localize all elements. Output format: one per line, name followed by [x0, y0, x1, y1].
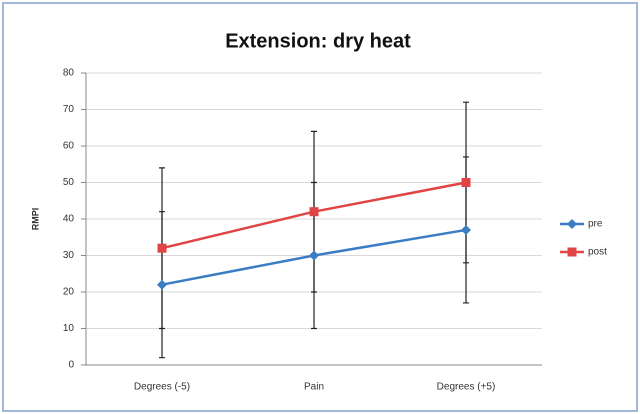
y-tick-label: 70: [63, 104, 75, 115]
y-tick-label: 60: [63, 141, 75, 152]
data-point: [157, 243, 167, 253]
legend-label: pre: [588, 219, 603, 230]
data-point: [309, 250, 319, 261]
data-point: [461, 178, 471, 187]
y-axis-label: RMPI: [30, 208, 40, 231]
y-tick-label: 80: [63, 68, 75, 79]
y-tick-label: 0: [68, 360, 74, 371]
y-tick-label: 30: [63, 250, 75, 261]
y-tick-label: 20: [63, 287, 75, 298]
legend-label: post: [588, 247, 607, 258]
data-point: [157, 279, 167, 290]
legend-marker: [567, 247, 577, 257]
x-tick-label: Degrees (+5): [437, 382, 496, 393]
x-tick-label: Degrees (-5): [134, 382, 190, 393]
chart-title: Extension: dry heat: [225, 30, 411, 52]
y-tick-label: 10: [63, 323, 75, 334]
y-tick-label: 50: [63, 177, 75, 188]
data-point: [461, 224, 471, 235]
legend-marker: [567, 219, 577, 229]
x-tick-label: Pain: [304, 382, 324, 393]
data-point: [309, 207, 319, 217]
y-tick-label: 40: [63, 214, 75, 225]
